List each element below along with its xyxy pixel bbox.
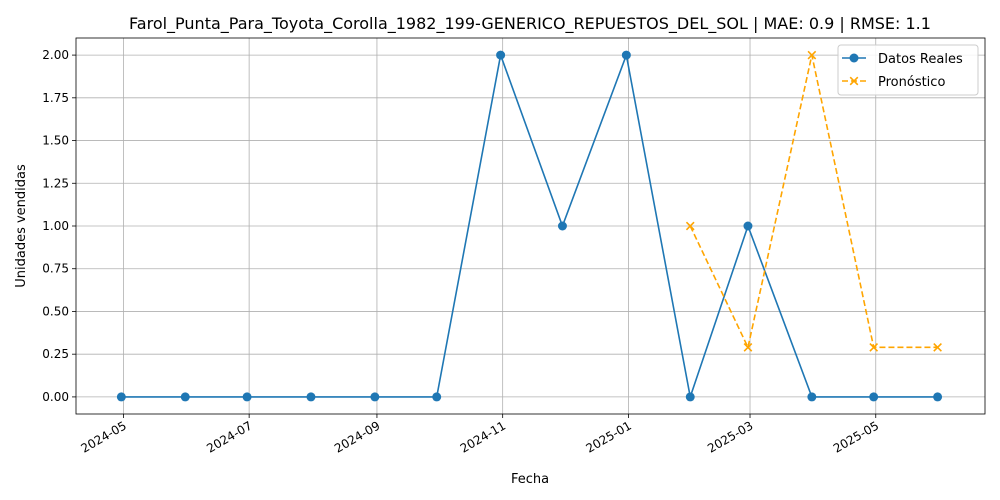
data-point [496, 50, 506, 60]
legend-marker [849, 76, 859, 86]
data-point [807, 50, 817, 60]
data-point [242, 392, 252, 402]
legend-marker [849, 53, 859, 63]
y-tick-label: 1.50 [42, 134, 69, 148]
legend-item: Datos Reales [842, 52, 963, 67]
chart-title: Farol_Punta_Para_Toyota_Corolla_1982_199… [129, 14, 931, 34]
legend-item: Pronóstico [842, 75, 945, 90]
y-tick-label: 0.25 [42, 347, 69, 361]
data-point [685, 221, 695, 231]
y-axis-label: Unidades vendidas [14, 164, 29, 288]
x-axis-label: Fecha [511, 472, 549, 487]
y-tick-label: 1.25 [42, 176, 69, 190]
y-tick-label: 0.00 [42, 390, 69, 404]
data-point [685, 392, 695, 402]
data-point [933, 392, 943, 402]
y-tick-label: 0.75 [42, 262, 69, 276]
data-point [869, 342, 879, 352]
data-point [370, 392, 380, 402]
y-tick-label: 1.00 [42, 219, 69, 233]
data-point [432, 392, 442, 402]
legend-label: Datos Reales [878, 52, 963, 67]
legend: Datos Reales Pronóstico [837, 44, 979, 96]
y-axis: 0.00 0.25 0.50 0.75 1.00 1.25 1.50 1.75 2.00 [42, 48, 76, 404]
legend-box [837, 44, 979, 96]
data-point [743, 221, 753, 231]
series-line [121, 52, 938, 401]
y-tick-label: 2.00 [42, 48, 69, 62]
data-point [306, 392, 316, 402]
series-1 [685, 50, 942, 352]
data-point [743, 342, 753, 352]
data-point [869, 392, 879, 402]
y-tick-label: 1.75 [42, 91, 69, 105]
series-layer [116, 50, 943, 402]
y-tick-label: 0.50 [42, 304, 69, 318]
legend-label: Pronóstico [878, 75, 945, 90]
data-point [807, 392, 817, 402]
data-point [116, 392, 126, 402]
data-point [180, 392, 190, 402]
series-0 [116, 50, 943, 402]
data-point [557, 221, 567, 231]
data-point [621, 50, 631, 60]
data-point [933, 342, 942, 352]
